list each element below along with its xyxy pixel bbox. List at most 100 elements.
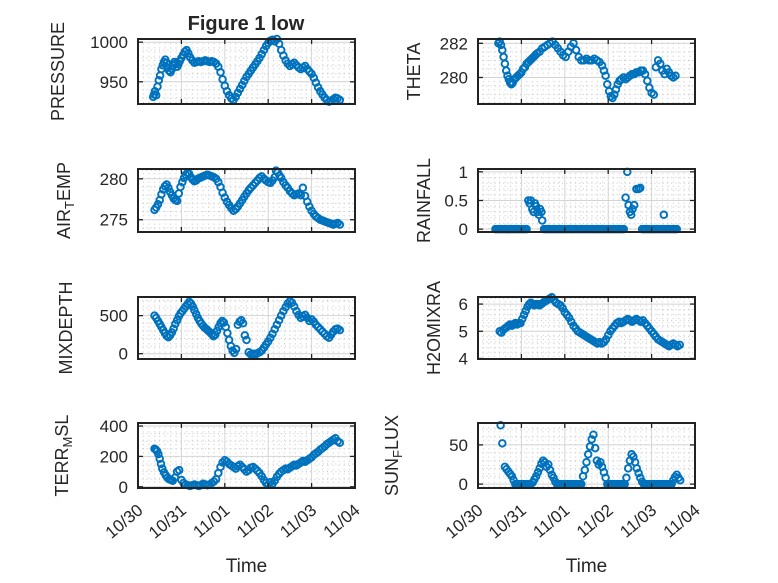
data-point	[610, 90, 619, 99]
axis-ticks	[477, 40, 696, 103]
y-tick-label: 282	[440, 34, 468, 53]
axis-ticks	[477, 298, 696, 360]
data-point	[238, 318, 248, 328]
minor-grid	[478, 423, 695, 488]
subplot-theta: 280 282 THETA	[404, 34, 696, 105]
scatter-series-mixdepth	[150, 296, 345, 360]
axis-ticks	[477, 424, 696, 487]
subplot-h2omixra: 4 5 6 H2OMIXRA	[424, 281, 696, 375]
x-axis-label: Time	[226, 556, 268, 577]
data-point	[519, 310, 529, 320]
minor-grid	[138, 169, 355, 232]
axes-box	[137, 38, 356, 105]
data-point	[240, 331, 250, 340]
data-point	[216, 68, 225, 77]
scatter-series-theta	[494, 37, 680, 103]
y-tick-label: 0	[119, 478, 128, 497]
data-point	[231, 344, 241, 354]
scatter-series-terr_msl	[150, 433, 345, 491]
y-axis-label: THETA	[404, 43, 424, 101]
data-point	[154, 449, 163, 459]
y-axis-label: PRESSURE	[48, 22, 68, 121]
data-point	[671, 71, 680, 81]
data-point	[590, 443, 600, 453]
data-point	[174, 465, 184, 475]
subplot-mixdepth: 0 500 MIXDEPTH	[56, 281, 356, 375]
data-point	[155, 454, 164, 463]
subplot-pressure: 950 1000 PRESSURE	[48, 22, 356, 121]
y-tick-label: 280	[440, 69, 468, 88]
y-tick-label: 0	[459, 220, 468, 239]
data-point	[569, 39, 578, 48]
data-point	[216, 462, 225, 472]
axes-box	[477, 168, 696, 233]
data-point	[537, 216, 547, 225]
y-axis-label: SUNFLUX	[382, 415, 405, 496]
data-point	[632, 464, 642, 473]
data-point	[571, 45, 581, 55]
axis-ticks	[477, 170, 696, 231]
data-point	[601, 71, 610, 81]
y-tick-label: 0	[459, 475, 468, 494]
data-point	[634, 468, 643, 478]
data-point	[629, 200, 639, 210]
data-point	[335, 220, 345, 229]
axes-box	[137, 296, 356, 360]
data-point	[169, 324, 178, 333]
data-point	[518, 314, 527, 324]
data-point	[516, 318, 525, 328]
data-point	[151, 91, 161, 100]
data-point	[242, 335, 251, 345]
data-point	[217, 316, 227, 326]
y-tick-label: 280	[100, 170, 128, 189]
axis-ticks	[137, 298, 356, 358]
y-tick-label: 500	[100, 307, 128, 326]
data-point	[501, 66, 511, 75]
figure-title: Figure 1 low	[188, 13, 305, 35]
data-point	[649, 90, 659, 99]
data-point	[219, 318, 229, 327]
data-point	[296, 190, 306, 200]
y-tick-label: 275	[100, 211, 128, 230]
data-point	[582, 457, 591, 467]
data-point	[521, 306, 530, 316]
scatter-series-pressure	[148, 34, 345, 106]
y-tick-label: 0	[119, 345, 128, 364]
data-point	[623, 464, 633, 473]
data-point	[178, 177, 187, 187]
axes-box	[477, 38, 696, 105]
data-point	[531, 472, 541, 481]
y-axis-label: MIXDEPTH	[56, 281, 76, 374]
data-point	[153, 199, 163, 209]
subplot-rainfall: 0 0.5 1 RAINFALL	[414, 158, 696, 243]
data-point	[172, 196, 182, 206]
y-tick-label: 1	[459, 163, 468, 182]
y-tick-label: 200	[100, 447, 128, 466]
x-axis-label: Time	[566, 556, 608, 577]
data-point	[636, 183, 645, 193]
axes-box	[137, 168, 356, 233]
data-point	[298, 183, 308, 193]
y-tick-label: 1000	[90, 33, 128, 52]
data-point	[538, 456, 548, 465]
axis-ticks	[137, 170, 356, 231]
data-point	[583, 450, 593, 459]
data-point	[335, 438, 345, 447]
data-point	[587, 435, 596, 444]
data-point	[498, 439, 507, 448]
scatter-series-h2omixra	[495, 293, 685, 351]
minor-grid	[478, 169, 695, 232]
data-point	[596, 457, 605, 467]
y-axis-label: AIRTEMP	[54, 162, 77, 239]
y-tick-label: 50	[449, 436, 468, 455]
data-point	[545, 465, 555, 475]
axes-box	[477, 422, 696, 489]
y-tick-label: 950	[100, 73, 128, 92]
data-point	[621, 193, 630, 202]
data-point	[659, 210, 669, 220]
y-axis-label: TERRMSL	[52, 415, 75, 497]
axis-ticks	[137, 424, 356, 488]
y-tick-label: 400	[100, 417, 128, 436]
